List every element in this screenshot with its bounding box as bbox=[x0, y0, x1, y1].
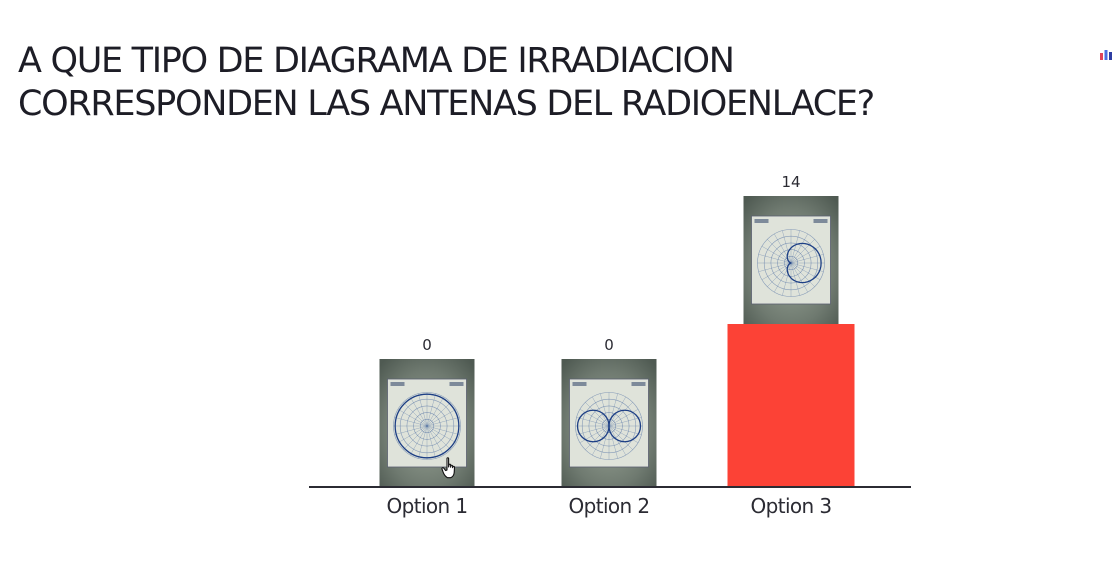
option-label: Option 3 bbox=[750, 494, 831, 518]
question-title-line-2: CORRESPONDEN LAS ANTENAS DEL RADIOENLACE… bbox=[18, 84, 875, 124]
vote-count-label: 0 bbox=[422, 336, 432, 354]
mentimeter-logo-icon bbox=[1100, 50, 1112, 60]
option-image-2 bbox=[561, 359, 657, 487]
option-image-3 bbox=[743, 196, 839, 324]
question-title: A QUE TIPO DE DIAGRAMA DE IRRADIACION CO… bbox=[18, 40, 1078, 126]
option-image-1 bbox=[379, 359, 475, 487]
question-title-line-1: A QUE TIPO DE DIAGRAMA DE IRRADIACION bbox=[18, 41, 735, 81]
bar-3 bbox=[727, 324, 855, 487]
option-label: Option 1 bbox=[386, 494, 467, 518]
option-label: Option 2 bbox=[568, 494, 649, 518]
vote-count-label: 14 bbox=[781, 173, 800, 191]
hand-pointer-icon bbox=[441, 457, 456, 479]
vote-count-label: 0 bbox=[604, 336, 614, 354]
